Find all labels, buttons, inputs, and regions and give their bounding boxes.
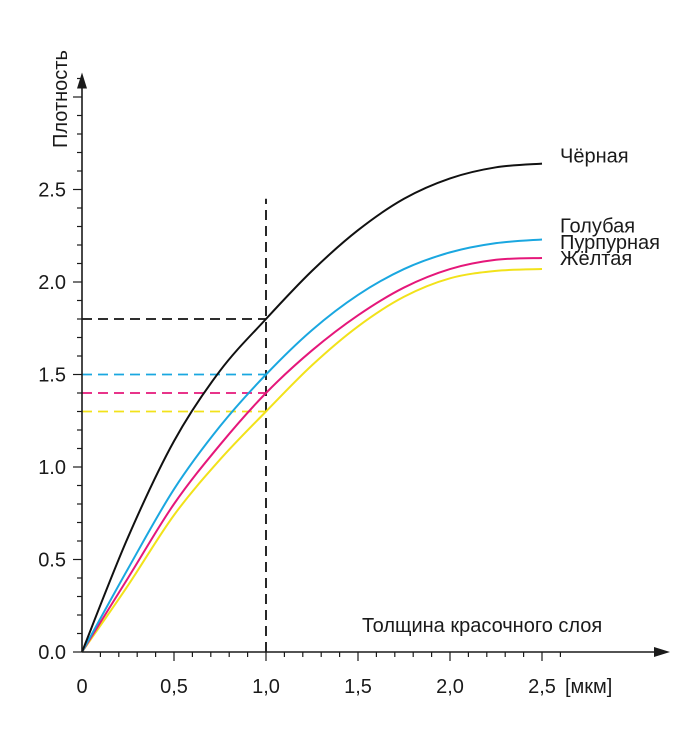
ticks [73, 77, 562, 661]
y-tick-label: 0.0 [38, 642, 66, 664]
x-axis-unit: [мкм] [565, 676, 612, 698]
x-axis-label: Толщина красочного слоя [362, 615, 602, 637]
x-tick-label: 1,5 [344, 676, 372, 698]
series-label: Пурпурная [560, 232, 660, 254]
y-axis-label: Плотность [50, 50, 72, 148]
x-tick-label: 2,5 [528, 676, 556, 698]
y-tick-label: 2.0 [38, 272, 66, 294]
y-axis-arrow-icon [77, 72, 87, 89]
series-line [81, 238, 543, 653]
x-tick-label: 1,0 [252, 676, 280, 698]
y-tick-label: 1.0 [38, 457, 66, 479]
x-tick-label: 0 [76, 676, 87, 698]
y-tick-label: 2.5 [38, 180, 66, 202]
y-tick-label: 0.5 [38, 550, 66, 572]
y-tick-label: 1.5 [38, 365, 66, 387]
series-label: Жёлтая [560, 248, 632, 270]
x-tick-label: 2,0 [436, 676, 464, 698]
series-label: Голубая [560, 215, 635, 237]
reference-lines [82, 198, 267, 652]
series-curves [81, 162, 543, 653]
series-line [81, 162, 543, 653]
series-line [81, 268, 543, 653]
series-label: Чёрная [560, 146, 629, 168]
tick-labels: 0.0 0.5 1.0 1.5 2.0 2.5 0 0,5 1,0 1,5 2,0 2,5 [38, 180, 556, 699]
series-line [81, 256, 543, 653]
x-axis-arrow-icon [654, 647, 670, 657]
x-tick-label: 0,5 [160, 676, 188, 698]
